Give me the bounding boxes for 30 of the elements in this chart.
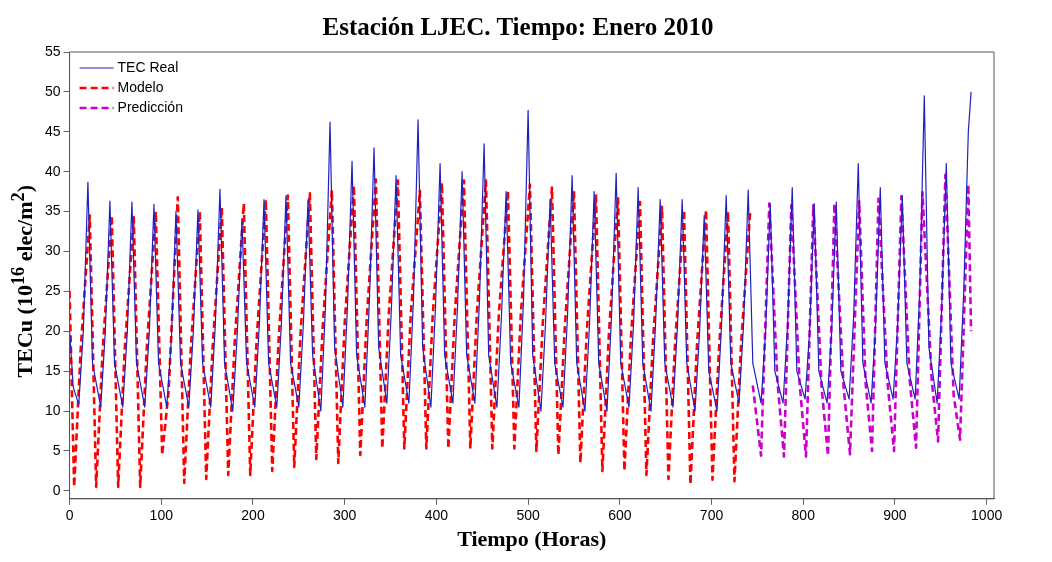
x-tick-label: 200 <box>241 507 265 524</box>
y-tick-label: 55 <box>44 42 61 59</box>
line-series <box>69 178 752 489</box>
x-tick-label: 0 <box>65 507 74 524</box>
x-tick-label: 900 <box>883 507 907 524</box>
legend-label: Predicción <box>117 98 183 115</box>
line-series <box>751 173 973 458</box>
y-tick-label: 10 <box>44 401 61 418</box>
y-tick-label: 30 <box>44 242 61 259</box>
x-tick-label: 700 <box>699 507 724 524</box>
y-tick-label: 45 <box>44 122 61 139</box>
legend-label: Modelo <box>117 78 164 95</box>
y-tick-label: 25 <box>44 282 61 299</box>
x-tick-label: 600 <box>608 507 632 524</box>
y-tick-label: 35 <box>44 202 61 219</box>
y-tick-label: 20 <box>44 322 61 339</box>
legend-label: TEC Real <box>117 58 179 75</box>
x-tick-label: 1000 <box>971 507 1003 524</box>
y-tick-label: 5 <box>52 441 61 458</box>
x-tick-label: 100 <box>149 507 174 524</box>
chart-title: Estación LJEC. Tiempo: Enero 2010 <box>322 13 714 41</box>
y-tick-label: 40 <box>44 162 61 179</box>
y-tick-label: 15 <box>44 362 61 378</box>
x-tick-label: 500 <box>516 507 541 524</box>
y-tick-label: 50 <box>44 82 61 99</box>
y-tick-label: 0 <box>52 481 61 498</box>
x-axis-title: Tiempo (Horas) <box>457 526 607 552</box>
x-tick-label: 300 <box>333 507 357 524</box>
x-tick-label: 400 <box>424 507 449 524</box>
x-tick-label: 800 <box>791 507 816 524</box>
